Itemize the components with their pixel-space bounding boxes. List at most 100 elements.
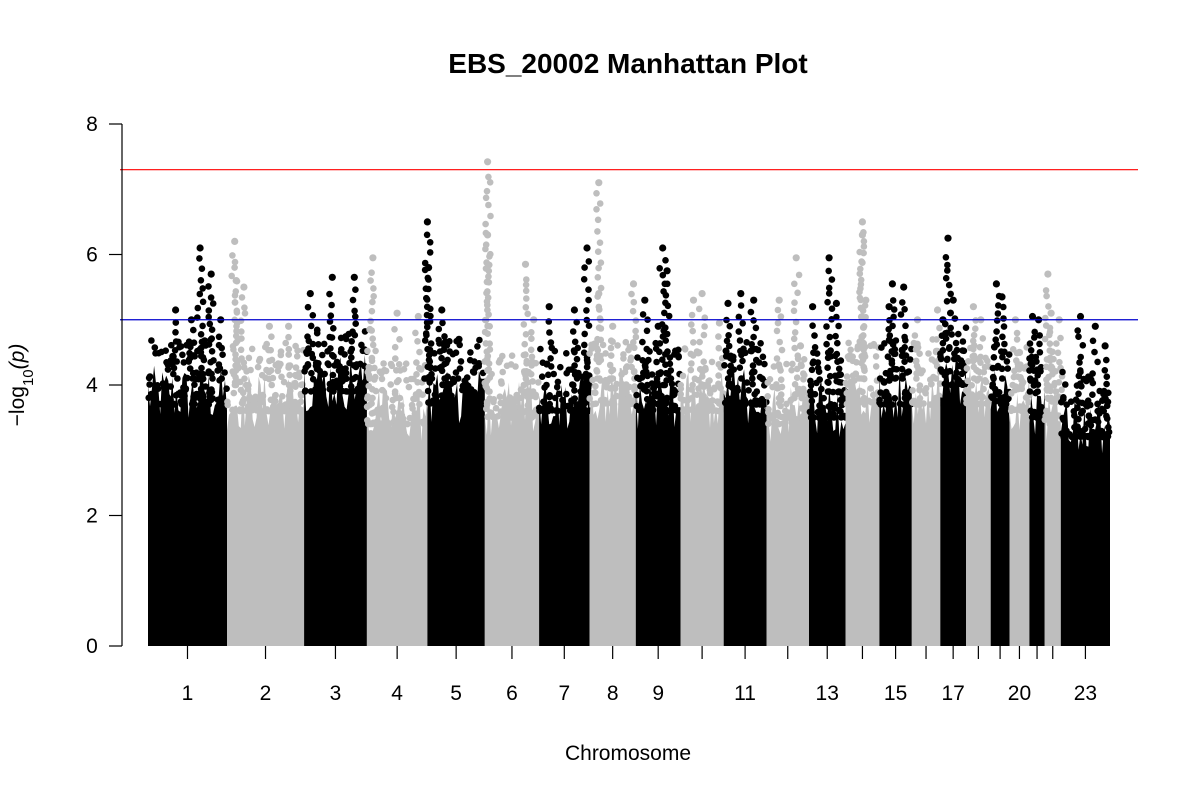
peak-point [423,218,431,226]
snp-point [563,369,570,377]
snp-point [834,358,841,366]
snp-point [969,337,977,345]
snp-point [857,265,864,273]
chromosome-5-points [421,218,487,646]
snp-point [242,407,249,414]
snp-point [474,394,481,402]
snp-point [954,376,962,383]
chromosome-15-density [879,367,912,646]
snp-point [1079,342,1087,349]
chromosome-13-points [806,254,849,646]
snp-point [1049,348,1056,356]
snp-point [663,330,671,338]
snp-point [572,369,579,376]
snp-point [890,306,898,313]
snp-point [970,331,978,339]
snp-point [1047,363,1055,370]
peak-point [570,306,579,314]
snp-point [423,311,431,319]
snp-point [277,348,285,355]
snp-point [825,290,833,297]
snp-point [816,407,823,415]
chromosome-3-density [304,355,367,646]
snp-point [960,347,968,355]
snp-point [968,391,976,398]
snp-point [185,358,192,365]
snp-point [482,220,489,228]
snp-point [802,420,809,427]
snp-point [701,323,708,330]
snp-point [708,358,716,366]
snp-point [371,376,378,383]
snp-point [661,309,668,317]
snp-point [1046,331,1053,339]
snp-point [816,376,823,383]
snp-point [972,317,979,324]
snp-point [1060,394,1067,401]
chromosome-1-points [145,244,230,646]
snp-point [348,354,355,361]
snp-point [164,366,172,373]
snp-point [232,356,239,363]
chromosome-16-points [909,306,944,646]
snp-point [546,400,553,408]
snp-point [285,345,293,353]
snp-point [901,390,909,398]
snp-point [426,358,434,365]
snp-point [630,339,637,346]
snp-point [901,344,908,351]
snp-point [585,296,592,304]
snp-point [791,344,798,352]
snp-point [791,381,799,388]
snp-point [622,364,630,372]
snp-point [231,264,238,271]
snp-point [825,284,833,292]
snp-point [555,390,563,398]
peak-point [1047,309,1055,317]
snp-point [977,359,984,367]
snp-point [1000,303,1007,311]
snp-point [398,420,405,428]
snp-point [169,400,177,408]
snp-point [738,351,745,359]
snp-point [245,354,253,362]
snp-point [749,375,756,382]
snp-point [834,339,841,347]
x-tick-label: 20 [1008,682,1031,705]
snp-point [336,385,344,393]
snp-point [331,362,339,369]
peak-point [792,254,800,262]
snp-point [239,400,246,407]
snp-point [859,324,867,331]
snp-point [231,292,239,299]
snp-point [613,392,620,400]
snp-point [573,355,581,363]
snp-point [571,362,578,369]
snp-point [655,370,662,377]
snp-point [959,338,967,345]
snp-point [631,386,638,394]
snp-point [670,391,678,399]
snp-point [754,346,762,354]
snp-point [146,373,154,380]
snp-point [1026,340,1034,347]
snp-point [995,389,1003,396]
snp-point [857,304,865,312]
x-tick-label: 11 [734,682,756,705]
snp-point [573,401,581,408]
snp-point [424,323,431,331]
snp-point [618,400,625,408]
snp-point [359,387,367,395]
snp-point [278,373,285,381]
snp-point [285,351,293,358]
peak-point [1091,322,1099,330]
snp-point [902,401,910,408]
snp-point [551,394,559,402]
snp-point [835,365,843,373]
snp-point [808,366,816,374]
snp-point [942,253,950,261]
snp-point [951,350,958,357]
peak-point [654,322,662,330]
snp-point [881,340,888,347]
snp-point [833,377,840,385]
